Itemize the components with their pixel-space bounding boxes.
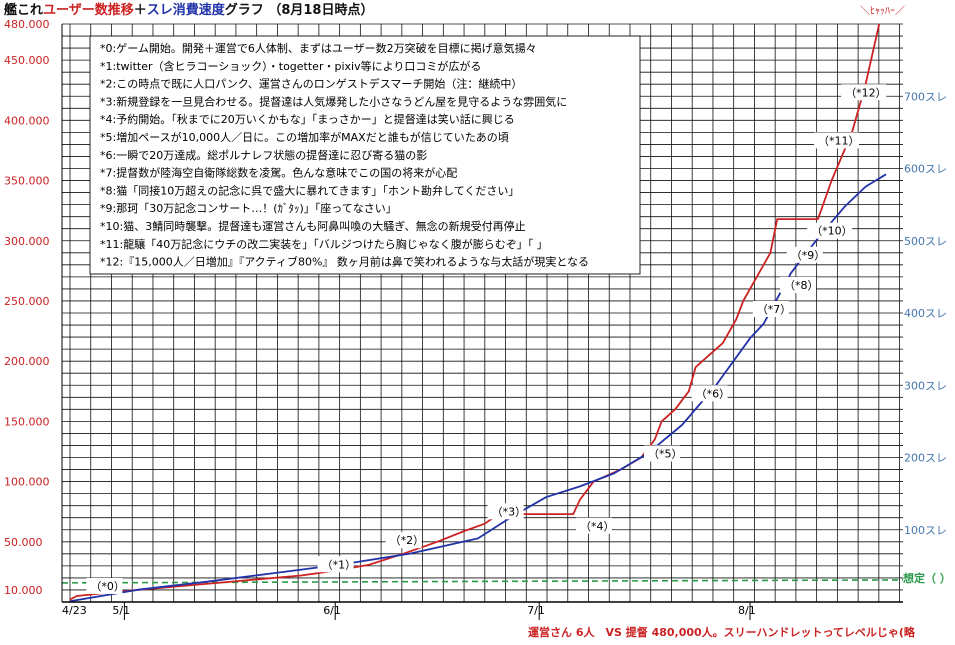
annotation-label: （*0） (90, 580, 125, 593)
annotation-bg (576, 517, 612, 534)
left-tick-label: 10.000 (4, 584, 43, 597)
annotation-bg (86, 577, 123, 594)
x-tick-label: 4/23 (62, 604, 87, 617)
annotation-label: （*8） (784, 279, 819, 292)
x-tick-label: 8/1 (738, 604, 756, 617)
target-label: 想定（ ） (902, 571, 951, 585)
annotation-bg (780, 276, 816, 293)
left-tick-label: 150.000 (4, 415, 50, 428)
annotation-label: （*2） (390, 534, 425, 547)
note-line: *4:予約開始。「秋までに20万いくかもな」「まっさかー」と提督達は笑い話に興じ… (100, 112, 515, 126)
note-line: *10:猫、3鯖同時襲撃。提督達も運営さんも阿鼻叫喚の大騒ぎ、無念の新規受付再停… (100, 219, 526, 233)
annotation-bg (487, 503, 524, 520)
note-line: *11:龍驤「40万記念にウチの改二実装を」「バルジつけたら胸じゃなく腹が膨らむ… (100, 237, 548, 251)
right-tick-label: 700スレ (904, 90, 947, 103)
x-tick-label: 6/1 (323, 604, 341, 617)
annotation-label: （*4） (580, 520, 615, 533)
annotation-bg (752, 301, 789, 317)
right-tick-label: 500スレ (904, 235, 947, 248)
note-line: *6:一瞬で20万達成。総ポルナレフ状態の提督達に忍び寄る猫の影 (100, 148, 427, 162)
axes: 10.000 50.000 100.000 150.000 200.000 250.000… (4, 18, 947, 620)
annotation-bg (317, 556, 354, 573)
annotation-label: （*7） (757, 303, 792, 316)
note-line: *9:那珂「30万記念コンサート…！(ｶﾞﾀｯ)」「座ってなさい」 (100, 201, 397, 215)
annotation-bg (807, 222, 853, 239)
corner-note: ＼ﾋｬｯﾊｰ／ (860, 5, 905, 17)
annotation-bg (644, 445, 680, 462)
annotation-label: （*1） (322, 558, 357, 571)
annotation-bg (385, 532, 422, 549)
left-tick-label: 400.000 (4, 114, 50, 127)
annotation-label: （*12） (845, 86, 887, 99)
notes-box-frame (89, 35, 641, 275)
left-tick-label: 200.000 (4, 355, 50, 368)
note-line: *2:この時点で既に人口パンク、運営さんのロンゲストデスマーチ開始（注：継続中） (100, 77, 522, 91)
annotation-label: （*6） (696, 387, 731, 400)
annotation-bg (841, 84, 887, 101)
annotation-label: （*10） (811, 225, 853, 238)
x-tick-label: 5/1 (112, 604, 130, 617)
note-line: *12:『15,000人／日増加』『アクティブ80%』 数ヶ月前は鼻で笑われるよ… (100, 255, 589, 269)
right-tick-label: 400スレ (904, 307, 947, 320)
left-tick-label: 450.000 (4, 54, 50, 67)
left-tick-label: 480.000 (4, 18, 50, 31)
left-tick-label: 250.000 (4, 295, 50, 308)
annotation-label: （*3） (492, 505, 526, 518)
right-tick-label: 200スレ (904, 452, 947, 465)
annotation-label: （*11） (818, 134, 860, 147)
chart-title: 艦これユーザー数推移＋スレ消費速度グラフ （8月18日時点） (4, 2, 373, 18)
footer-caption: 運営さん 6人 VS 提督 480,000人。スリーハンドレットってレベルじゃ(… (528, 625, 916, 639)
note-line: *3:新規登録を一旦見合わせる。提督達は人気爆発した小さなうどん屋を見守るような… (100, 94, 567, 108)
annotation-label: （*9） (791, 249, 826, 262)
annotation-bg (691, 385, 728, 402)
note-line: *5:増加ペースが10,000人／日に。この増加率がMAXだと誰もが信じていたあ… (100, 130, 509, 144)
left-tick-label: 300.000 (4, 235, 50, 248)
note-line: *1:twitter（含ヒラコーショック）・togetter・pixiv等により… (100, 59, 481, 73)
left-tick-label: 50.000 (4, 536, 43, 549)
notes-box: *0:ゲーム開始。開発＋運営で6人体制、まずはユーザー数2万突破を目標に掲げ意気… (89, 35, 641, 275)
right-tick-label: 600スレ (904, 163, 947, 176)
annotation-bg (814, 132, 859, 149)
notes-list: *0:ゲーム開始。開発＋運営で6人体制、まずはユーザー数2万突破を目標に掲げ意気… (100, 41, 589, 269)
left-tick-label: 100.000 (4, 476, 50, 489)
note-line: *8:猫「同接10万超えの記念に呉で盛大に暴れてきます」「ホント勘弁してください… (100, 183, 519, 197)
right-tick-label: 300スレ (904, 379, 947, 392)
annotations: （*0） （*1） （*2） （*3） （*4） （*5） （*6） （*7） （*8） （*9）… (86, 84, 887, 594)
right-tick-label: 100スレ (904, 524, 947, 537)
note-line: *7:提督数が陸海空自衛隊総数を凌駕。色んな意味でこの国の将来が心配 (100, 166, 457, 180)
annotation-label: （*5） (648, 448, 683, 461)
left-tick-label: 350.000 (4, 175, 50, 188)
note-line: *0:ゲーム開始。開発＋運営で6人体制、まずはユーザー数2万突破を目標に掲げ意気… (100, 41, 537, 55)
annotation-bg (786, 246, 823, 263)
x-tick-label: 7/1 (527, 604, 545, 617)
